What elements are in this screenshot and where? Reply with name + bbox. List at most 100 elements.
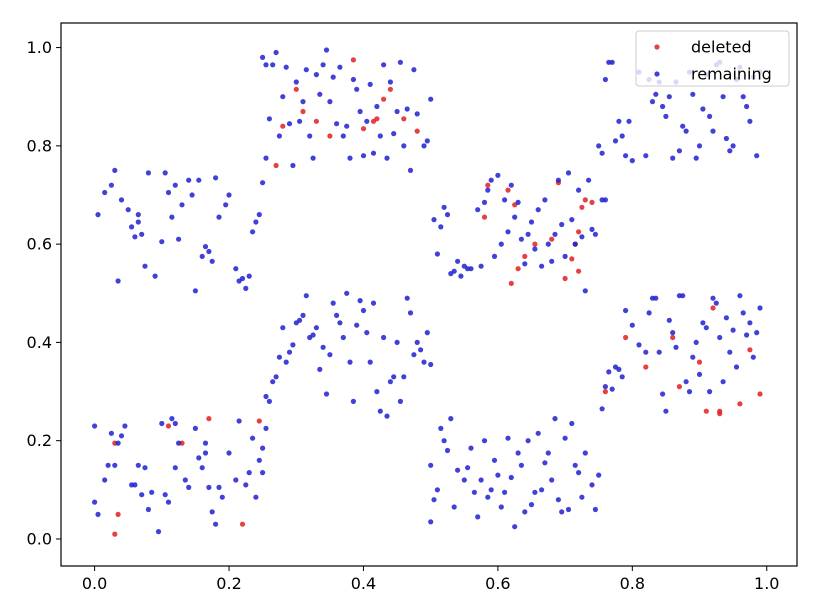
point-remaining-164 xyxy=(337,320,343,326)
point-remaining-223 xyxy=(532,489,538,495)
point-remaining-319 xyxy=(693,155,699,161)
point-remaining-362 xyxy=(686,389,693,395)
point-deleted-46 xyxy=(703,408,709,414)
point-remaining-127 xyxy=(377,133,383,139)
point-remaining-369 xyxy=(710,295,716,301)
point-remaining-297 xyxy=(612,138,619,144)
point-remaining-136 xyxy=(407,167,414,173)
point-remaining-315 xyxy=(680,123,686,129)
point-remaining-348 xyxy=(636,342,642,348)
point-remaining-180 xyxy=(391,374,397,380)
point-remaining-14 xyxy=(142,465,148,471)
point-remaining-367 xyxy=(703,325,709,331)
point-deleted-38 xyxy=(582,197,588,203)
point-remaining-203 xyxy=(465,465,471,471)
y-tick-label-2: 0.4 xyxy=(27,333,52,352)
point-remaining-267 xyxy=(518,236,525,242)
point-remaining-306 xyxy=(649,99,656,105)
point-remaining-309 xyxy=(660,103,666,110)
point-remaining-80 xyxy=(223,202,229,208)
point-remaining-219 xyxy=(518,462,525,468)
point-deleted-30 xyxy=(549,236,555,242)
point-remaining-132 xyxy=(394,108,400,115)
point-deleted-51 xyxy=(747,347,753,353)
point-remaining-354 xyxy=(660,391,666,397)
point-remaining-229 xyxy=(552,416,558,422)
point-remaining-167 xyxy=(347,359,353,365)
point-remaining-280 xyxy=(562,253,568,259)
point-remaining-20 xyxy=(165,499,172,505)
point-remaining-134 xyxy=(401,143,407,149)
point-remaining-90 xyxy=(260,180,266,186)
point-remaining-100 xyxy=(286,121,293,127)
point-remaining-33 xyxy=(209,509,215,515)
point-remaining-192 xyxy=(428,519,434,525)
point-deleted-22 xyxy=(481,214,488,220)
point-remaining-224 xyxy=(535,430,541,436)
point-remaining-312 xyxy=(670,155,676,161)
x-tick-label-5: 1.0 xyxy=(754,574,779,593)
point-remaining-300 xyxy=(623,153,629,159)
point-remaining-28 xyxy=(196,455,202,461)
point-remaining-68 xyxy=(176,236,182,242)
point-remaining-256 xyxy=(481,199,488,205)
point-remaining-99 xyxy=(283,64,289,70)
point-remaining-191 xyxy=(428,361,434,368)
point-remaining-57 xyxy=(135,219,141,225)
point-deleted-5 xyxy=(206,416,212,422)
legend-label-remaining: remaining xyxy=(691,65,772,84)
point-remaining-366 xyxy=(700,320,706,326)
point-remaining-197 xyxy=(441,438,447,444)
point-remaining-156 xyxy=(310,332,316,338)
point-deleted-11 xyxy=(300,108,306,115)
point-remaining-150 xyxy=(290,342,296,348)
point-deleted-14 xyxy=(350,57,356,63)
point-remaining-257 xyxy=(485,187,491,193)
point-remaining-169 xyxy=(354,322,360,328)
point-deleted-28 xyxy=(522,253,528,259)
series-deleted xyxy=(112,57,763,537)
point-deleted-23 xyxy=(485,182,491,188)
point-remaining-92 xyxy=(260,54,266,61)
point-remaining-76 xyxy=(206,248,212,255)
point-remaining-233 xyxy=(565,506,572,513)
point-remaining-227 xyxy=(545,450,551,456)
point-remaining-214 xyxy=(502,489,508,495)
point-remaining-275 xyxy=(545,241,551,247)
point-remaining-111 xyxy=(323,47,330,53)
y-tick-label-4: 0.8 xyxy=(27,136,52,155)
point-remaining-101 xyxy=(290,162,296,169)
point-remaining-278 xyxy=(555,177,562,183)
x-axis: 0.0 0.2 0.4 0.6 0.8 1.0 xyxy=(82,566,779,593)
point-remaining-178 xyxy=(384,413,390,419)
point-remaining-321 xyxy=(700,106,706,112)
point-deleted-49 xyxy=(717,408,723,414)
point-remaining-200 xyxy=(451,504,457,510)
point-remaining-320 xyxy=(696,143,703,149)
point-remaining-307 xyxy=(653,91,659,97)
point-remaining-147 xyxy=(280,325,286,331)
point-remaining-341 xyxy=(606,369,612,375)
point-remaining-96 xyxy=(273,49,279,56)
point-remaining-186 xyxy=(411,352,417,358)
point-remaining-260 xyxy=(495,172,501,178)
point-remaining-110 xyxy=(320,62,326,68)
point-remaining-79 xyxy=(216,214,222,220)
point-remaining-292 xyxy=(596,143,602,149)
point-remaining-1 xyxy=(92,499,98,505)
point-remaining-48 xyxy=(95,212,101,218)
point-remaining-296 xyxy=(609,59,615,65)
point-remaining-39 xyxy=(236,418,242,424)
point-remaining-209 xyxy=(485,494,491,500)
point-remaining-222 xyxy=(528,502,535,508)
point-remaining-140 xyxy=(424,138,430,144)
point-remaining-128 xyxy=(381,62,387,68)
point-deleted-20 xyxy=(401,116,407,122)
point-deleted-43 xyxy=(670,334,676,341)
point-remaining-174 xyxy=(370,300,377,306)
point-remaining-161 xyxy=(327,352,333,358)
point-remaining-158 xyxy=(317,366,323,372)
point-remaining-207 xyxy=(478,477,484,483)
point-remaining-316 xyxy=(683,128,689,134)
y-tick-label-3: 0.6 xyxy=(27,235,52,254)
